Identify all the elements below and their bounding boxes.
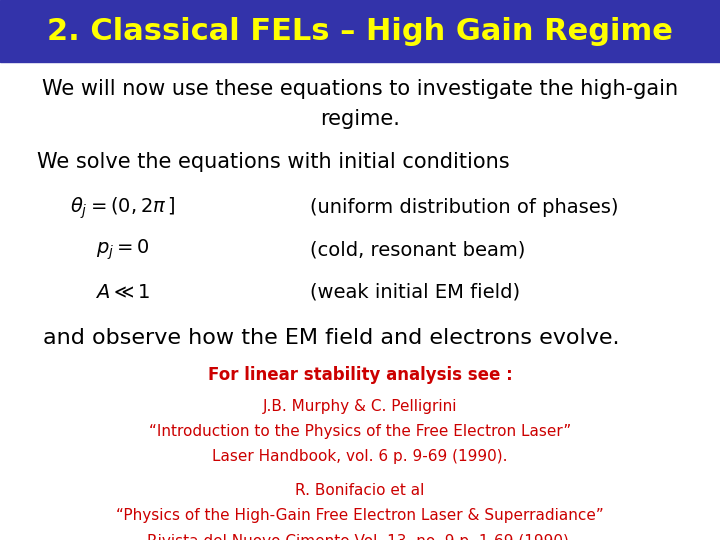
Text: For linear stability analysis see :: For linear stability analysis see : [207,366,513,384]
Text: 2. Classical FELs – High Gain Regime: 2. Classical FELs – High Gain Regime [47,17,673,45]
FancyBboxPatch shape [0,0,720,62]
Text: $p_j = 0$: $p_j = 0$ [96,238,149,262]
Text: regime.: regime. [320,109,400,129]
Text: and observe how the EM field and electrons evolve.: and observe how the EM field and electro… [43,328,620,348]
Text: “Physics of the High-Gain Free Electron Laser & Superradiance”: “Physics of the High-Gain Free Electron … [116,508,604,523]
Text: (cold, resonant beam): (cold, resonant beam) [310,240,525,260]
Text: We solve the equations with initial conditions: We solve the equations with initial cond… [37,152,510,172]
Text: Laser Handbook, vol. 6 p. 9-69 (1990).: Laser Handbook, vol. 6 p. 9-69 (1990). [212,449,508,464]
Text: $A \ll 1$: $A \ll 1$ [95,282,150,302]
Text: “Introduction to the Physics of the Free Electron Laser”: “Introduction to the Physics of the Free… [149,424,571,439]
Text: We will now use these equations to investigate the high-gain: We will now use these equations to inves… [42,79,678,99]
Text: J.B. Murphy & C. Pelligrini: J.B. Murphy & C. Pelligrini [263,399,457,414]
Text: (weak initial EM field): (weak initial EM field) [310,282,520,302]
Text: (uniform distribution of phases): (uniform distribution of phases) [310,198,618,218]
Text: $\theta_j = (0, 2\pi\,]$: $\theta_j = (0, 2\pi\,]$ [70,195,175,221]
Text: Rivista del Nuovo Cimento Vol. 13, no. 9 p. 1-69 (1990).: Rivista del Nuovo Cimento Vol. 13, no. 9… [147,534,573,540]
Text: R. Bonifacio et al: R. Bonifacio et al [295,483,425,498]
